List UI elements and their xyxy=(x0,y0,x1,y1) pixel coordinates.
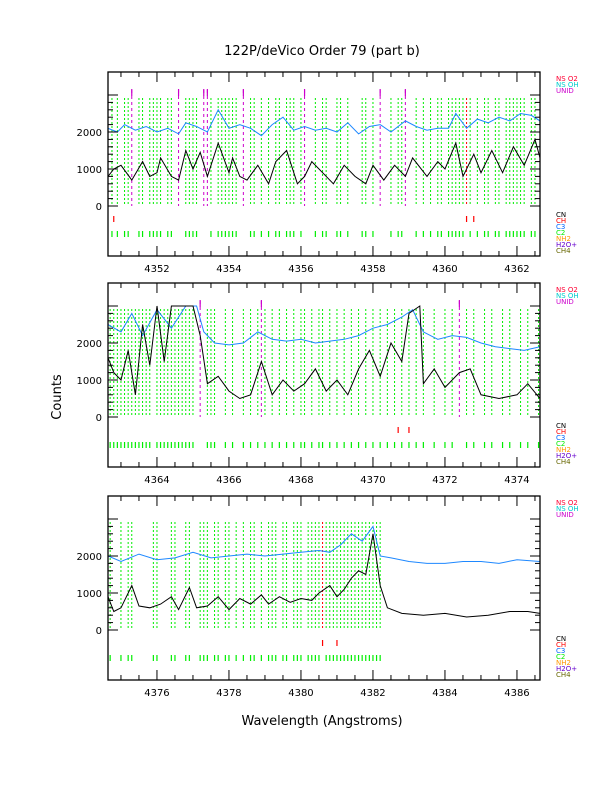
cn-spectrum-line xyxy=(108,137,540,186)
x-tick-label: 4360 xyxy=(432,264,457,275)
legend-bottom-c2: C2 xyxy=(556,653,565,661)
plot-frame xyxy=(107,71,541,257)
y-tick-label: 1000 xyxy=(77,376,102,387)
legend-bottom-h2o-: H2O+ xyxy=(556,241,577,249)
legend-bottom-c2: C2 xyxy=(556,440,565,448)
legend-bottom-ch: CH xyxy=(556,217,566,225)
legend-top-ns-o2: NS O2 xyxy=(556,286,578,294)
legend-top-ns-o2: NS O2 xyxy=(556,75,578,83)
legend-top-unid: UNID xyxy=(556,87,574,95)
x-tick-label: 4368 xyxy=(288,475,313,486)
legend-bottom-nh2: NH2 xyxy=(556,235,571,243)
legend-bottom-h2o-: H2O+ xyxy=(556,452,577,460)
y-tick-label: 2000 xyxy=(77,128,102,139)
y-tick-label: 1000 xyxy=(77,589,102,600)
x-tick-label: 4358 xyxy=(360,264,385,275)
x-tick-label: 4370 xyxy=(360,475,385,486)
c3-spectrum-line xyxy=(108,305,540,351)
legend-bottom-nh2: NH2 xyxy=(556,446,571,454)
chart-title: 122P/deVico Order 79 (part b) xyxy=(224,44,420,59)
cn-spectrum-line xyxy=(108,533,540,618)
y-tick-label: 0 xyxy=(96,202,102,213)
x-tick-label: 4356 xyxy=(288,264,313,275)
x-tick-label: 4372 xyxy=(432,475,457,486)
legend-bottom-c3: C3 xyxy=(556,223,565,231)
x-tick-label: 4386 xyxy=(504,688,529,699)
x-axis-label: Wavelength (Angstroms) xyxy=(241,714,402,729)
panel-2: 4364 4366 4368 4370 4372 4374 0 1000 2000 NS O2NS… xyxy=(77,282,579,486)
plot-frame xyxy=(107,282,541,468)
legend-bottom-cn: CN xyxy=(556,211,566,219)
legend-bottom-h2o-: H2O+ xyxy=(556,665,577,673)
legend-bottom-c3: C3 xyxy=(556,434,565,442)
legend-top-ns-oh: NS OH xyxy=(556,505,579,513)
x-tick-label: 4364 xyxy=(144,475,169,486)
y-tick-label: 2000 xyxy=(77,339,102,350)
x-tick-label: 4384 xyxy=(432,688,457,699)
legend-bottom-ch: CH xyxy=(556,641,566,649)
cn-spectrum-line xyxy=(108,305,540,400)
panel-3: 4376 4378 4380 4382 4384 4386 0 1000 2000 NS O2NS… xyxy=(77,495,579,699)
y-tick-label: 1000 xyxy=(77,165,102,176)
y-tick-label: 0 xyxy=(96,626,102,637)
legend-bottom-ch: CH xyxy=(556,428,566,436)
x-tick-label: 4378 xyxy=(216,688,241,699)
x-tick-label: 4382 xyxy=(360,688,385,699)
legend-top-unid: UNID xyxy=(556,298,574,306)
x-tick-label: 4376 xyxy=(144,688,169,699)
x-tick-label: 4366 xyxy=(216,475,241,486)
y-tick-label: 0 xyxy=(96,413,102,424)
panel-1: 4352 4354 4356 4358 4360 4362 0 1000 2000 NS O2NS… xyxy=(77,71,579,275)
y-axis-label: Counts xyxy=(50,374,65,420)
x-tick-label: 4352 xyxy=(144,264,169,275)
legend-bottom-cn: CN xyxy=(556,422,566,430)
legend-top-ns-o2: NS O2 xyxy=(556,499,578,507)
y-tick-label: 2000 xyxy=(77,552,102,563)
legend-bottom-ch4: CH4 xyxy=(556,247,571,255)
legend-bottom-ch4: CH4 xyxy=(556,458,571,466)
legend-bottom-nh2: NH2 xyxy=(556,659,571,667)
x-tick-label: 4362 xyxy=(504,264,529,275)
legend-bottom-cn: CN xyxy=(556,635,566,643)
legend-top-ns-oh: NS OH xyxy=(556,292,579,300)
legend-bottom-c2: C2 xyxy=(556,229,565,237)
legend-bottom-ch4: CH4 xyxy=(556,671,571,679)
legend-top-ns-oh: NS OH xyxy=(556,81,579,89)
legend-bottom-c3: C3 xyxy=(556,647,565,655)
x-tick-label: 4380 xyxy=(288,688,313,699)
c3-spectrum-line xyxy=(108,108,540,137)
legend-top-unid: UNID xyxy=(556,511,574,519)
c3-spectrum-line xyxy=(108,525,540,564)
x-tick-label: 4374 xyxy=(504,475,529,486)
x-tick-label: 4354 xyxy=(216,264,241,275)
plot-frame xyxy=(107,495,541,681)
